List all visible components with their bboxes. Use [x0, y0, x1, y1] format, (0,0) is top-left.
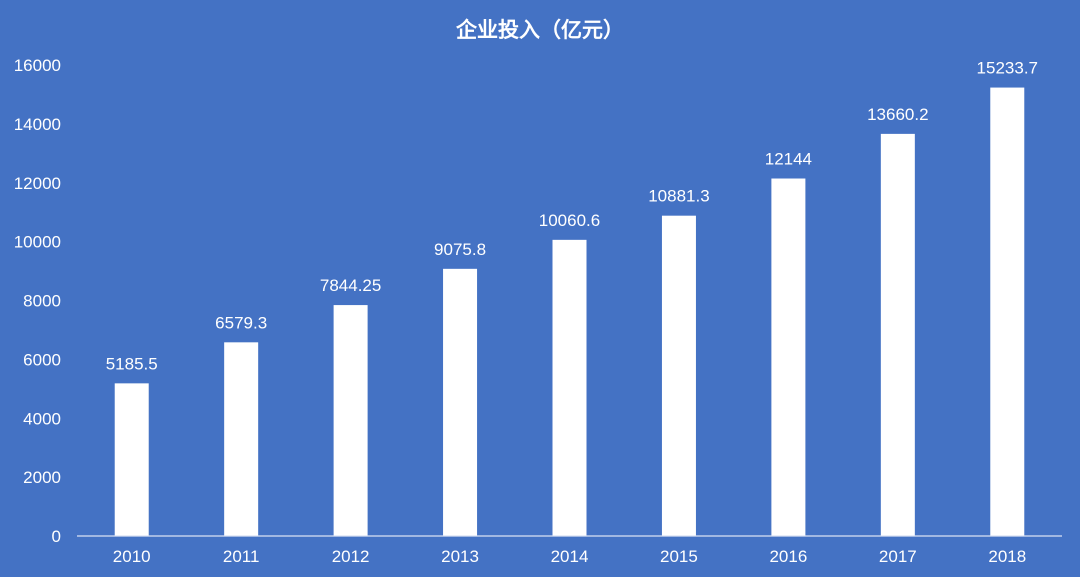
y-tick-label: 14000 — [14, 115, 61, 134]
bar-2011 — [224, 342, 259, 536]
data-label-2011: 6579.3 — [215, 313, 267, 332]
x-tick-label-2015: 2015 — [660, 547, 698, 566]
y-tick-label: 10000 — [14, 233, 61, 252]
data-label-2013: 9075.8 — [434, 240, 486, 259]
x-tick-label-2011: 2011 — [223, 547, 260, 566]
data-label-2012: 7844.25 — [320, 276, 381, 295]
x-tick-label-2014: 2014 — [551, 547, 589, 566]
y-tick-label: 0 — [52, 527, 61, 546]
bar-2015 — [661, 215, 696, 536]
data-label-2018: 15233.7 — [977, 59, 1038, 78]
data-labels: 5185.5 6579.3 7844.25 9075.8 10060.6 10881.3 1… — [106, 59, 1038, 374]
x-tick-label-2017: 2017 — [879, 547, 917, 566]
data-label-2017: 13660.2 — [867, 105, 928, 124]
chart-title: 企业投入（亿元） — [456, 18, 624, 42]
data-label-2014: 10060.6 — [539, 211, 600, 230]
bar-2013 — [443, 268, 478, 536]
y-axis: 0 2000 4000 6000 8000 10000 12000 14000 16000 — [14, 56, 61, 546]
x-tick-label-2012: 2012 — [332, 547, 370, 566]
y-tick-label: 16000 — [14, 56, 61, 75]
y-tick-label: 2000 — [23, 468, 61, 487]
bar-2016 — [771, 178, 806, 537]
bar-2012 — [333, 305, 368, 536]
bar-2010 — [114, 383, 149, 536]
x-tick-label-2013: 2013 — [441, 547, 479, 566]
x-tick-label-2016: 2016 — [769, 547, 807, 566]
y-tick-label: 8000 — [23, 292, 61, 311]
data-label-2015: 10881.3 — [648, 187, 709, 206]
x-tick-label-2018: 2018 — [988, 547, 1026, 566]
y-tick-label: 6000 — [23, 350, 61, 369]
data-label-2010: 5185.5 — [106, 354, 158, 373]
y-tick-label: 4000 — [23, 409, 61, 428]
x-tick-label-2010: 2010 — [113, 547, 151, 566]
bar-2018 — [990, 87, 1025, 536]
x-axis: 2010 2011 2012 2013 2014 2015 2016 2017 2018 — [113, 547, 1026, 566]
data-label-2016: 12144 — [765, 150, 812, 169]
y-tick-label: 12000 — [14, 174, 61, 193]
bar-2014 — [552, 239, 587, 536]
bar-series — [114, 87, 1025, 537]
bar-2017 — [880, 133, 915, 536]
